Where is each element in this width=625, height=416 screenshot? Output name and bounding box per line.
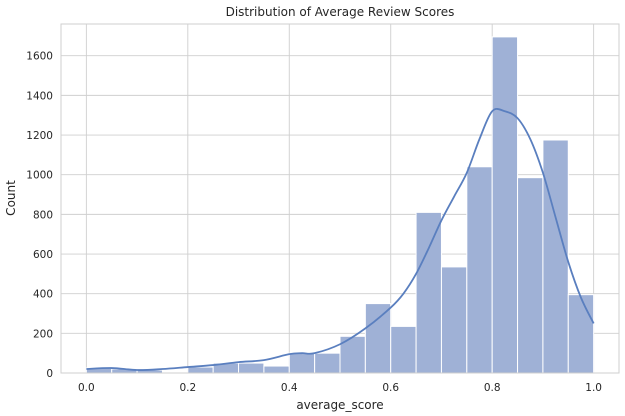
histogram-bar: [314, 352, 341, 374]
x-tick-label: 0.2: [179, 382, 196, 394]
y-tick-label: 0: [46, 368, 53, 380]
histogram-bar: [288, 352, 316, 374]
plot-frame: [60, 23, 620, 374]
histogram-bar: [415, 211, 442, 374]
histogram-bar: [466, 166, 493, 374]
histogram-bar: [263, 365, 290, 374]
y-axis-label: Count: [4, 180, 18, 216]
y-tick-label: 1600: [26, 51, 53, 63]
x-tick-label: 0.0: [78, 382, 95, 394]
histogram-bar: [238, 362, 265, 374]
x-axis-label: average_score: [296, 398, 383, 412]
y-tick-label: 1400: [26, 90, 53, 102]
histogram-bar: [364, 303, 392, 374]
histogram-bar: [440, 266, 468, 374]
histogram-bar: [187, 366, 214, 374]
y-tick-label: 800: [33, 209, 53, 221]
x-tick-label: 0.8: [484, 382, 501, 394]
y-tick-labels: 0 200 400 600 800 1000 1200 1400 1600: [26, 51, 53, 380]
y-tick-label: 200: [33, 328, 53, 340]
kde-layer: [86, 108, 595, 371]
chart-title: Distribution of Average Review Scores: [226, 5, 455, 19]
x-tick-label: 0.6: [382, 382, 399, 394]
histogram-bar: [542, 139, 569, 374]
x-tick-labels: 0.0 0.2 0.4 0.6 0.8 1.0: [78, 382, 602, 394]
kde-curve: [86, 108, 595, 371]
histogram-bar: [517, 177, 544, 374]
y-tick-label: 600: [33, 249, 53, 261]
y-tick-label: 1000: [26, 170, 53, 182]
bars: [85, 36, 595, 374]
y-tick-label: 1200: [26, 130, 53, 142]
histogram-bar: [567, 294, 595, 374]
x-tick-label: 0.4: [281, 382, 298, 394]
histogram-bar: [390, 325, 417, 374]
histogram-bar: [491, 36, 519, 374]
y-tick-label: 400: [33, 289, 53, 301]
x-tick-label: 1.0: [585, 382, 602, 394]
